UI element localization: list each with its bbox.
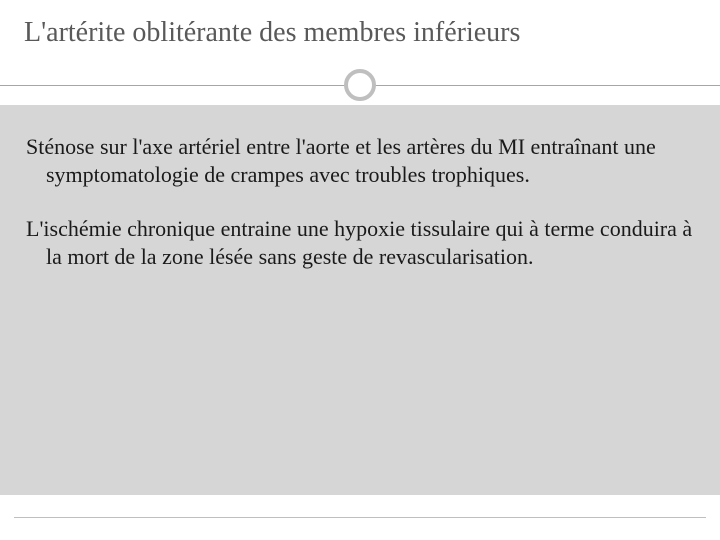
divider-circle-icon	[344, 69, 376, 101]
content-area: Sténose sur l'axe artériel entre l'aorte…	[0, 105, 720, 495]
slide: L'artérite oblitérante des membres infér…	[0, 0, 720, 540]
title-divider	[0, 65, 720, 105]
paragraph: Sténose sur l'axe artériel entre l'aorte…	[26, 133, 694, 189]
title-area: L'artérite oblitérante des membres infér…	[0, 0, 720, 59]
paragraph: L'ischémie chronique entraine une hypoxi…	[26, 215, 694, 271]
footer-line	[14, 517, 706, 518]
slide-title: L'artérite oblitérante des membres infér…	[24, 18, 696, 49]
footer-area	[0, 500, 720, 540]
